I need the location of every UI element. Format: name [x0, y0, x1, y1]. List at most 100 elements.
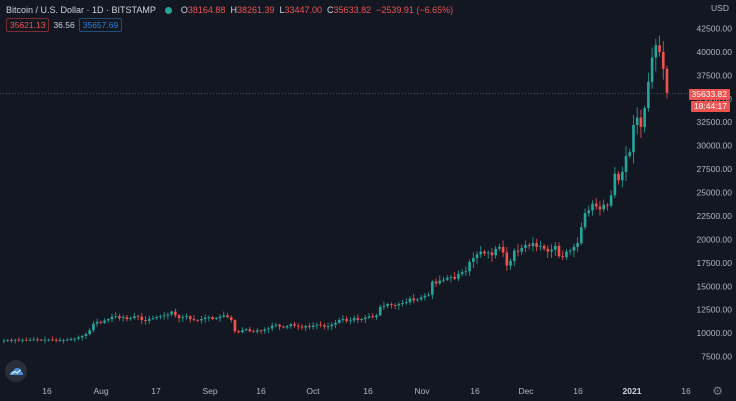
- candle-body: [382, 305, 386, 307]
- x-tick-label: 16: [573, 386, 583, 396]
- candle-body: [13, 339, 17, 341]
- candle-body: [174, 311, 177, 316]
- candle-body: [404, 302, 408, 304]
- currency-label[interactable]: USD: [711, 3, 729, 13]
- candle-body: [255, 330, 259, 332]
- candle-body: [546, 248, 550, 252]
- candle-body: [330, 324, 334, 327]
- candle-body: [337, 320, 341, 323]
- x-axis[interactable]: 16 Aug 17 Sep 16 Oct 16 Nov 16 Dec 16 2021 16: [42, 386, 691, 396]
- candle-body: [613, 173, 617, 196]
- candle-body: [125, 317, 129, 320]
- y-tick-label: 42500.00: [697, 23, 733, 33]
- candle-body: [106, 319, 110, 321]
- candle-body: [375, 315, 378, 318]
- candle-body: [505, 252, 509, 266]
- candle-body: [617, 173, 620, 181]
- candle-body: [6, 340, 10, 341]
- candle-body: [84, 334, 88, 336]
- x-tick-label: 2021: [623, 386, 642, 396]
- candle-body: [21, 339, 24, 341]
- candle-body: [80, 335, 84, 338]
- candle-body: [472, 258, 475, 262]
- candle-body: [632, 125, 635, 153]
- candle-body: [185, 316, 188, 318]
- candle-body: [561, 256, 565, 258]
- x-tick-label: Nov: [414, 386, 430, 396]
- candle-body: [162, 315, 166, 317]
- candle-body: [39, 339, 43, 341]
- candle-body: [416, 299, 419, 301]
- y-tick-label: 7500.00: [701, 352, 732, 362]
- candle-body: [557, 245, 561, 257]
- candle-body: [609, 195, 613, 206]
- candle-body: [643, 108, 646, 127]
- candle-body: [565, 251, 568, 258]
- candle-body: [241, 330, 244, 333]
- candle-body: [539, 245, 542, 247]
- candle-body: [498, 246, 501, 249]
- market-status-icon: [164, 6, 172, 14]
- candle-body: [133, 316, 136, 319]
- candle-body: [118, 316, 121, 319]
- candle-body: [267, 328, 270, 330]
- candle-body: [218, 316, 222, 319]
- candle-body: [419, 297, 423, 300]
- candle-body: [434, 281, 438, 284]
- candle-body: [654, 45, 658, 58]
- indicator-value-1[interactable]: 35621.13: [6, 18, 50, 32]
- y-tick-label: 37500.00: [697, 70, 733, 80]
- y-tick-label: 22500.00: [697, 211, 733, 221]
- candle-body: [36, 339, 39, 341]
- candle-body: [438, 280, 442, 284]
- candle-body: [490, 252, 494, 256]
- candle-body: [602, 204, 605, 210]
- candle-body: [468, 261, 471, 272]
- candle-body: [360, 319, 363, 320]
- candle-body: [278, 324, 281, 327]
- candle-body: [393, 305, 397, 306]
- candle-body: [576, 243, 579, 247]
- candle-body: [66, 339, 69, 341]
- candle-body: [170, 311, 173, 315]
- x-tick-label: 16: [256, 386, 266, 396]
- tradingview-cloud-icon[interactable]: [5, 360, 27, 382]
- ohlc-close-value: 35633.82: [333, 5, 372, 15]
- candle-body: [177, 315, 181, 319]
- candle-body: [311, 325, 315, 328]
- y-axis[interactable]: 7500.00 10000.00 12500.00 15000.00 17500.00 2…: [697, 23, 733, 361]
- candle-body: [155, 317, 159, 319]
- ohlc-open-value: 38164.88: [187, 5, 226, 15]
- candle-body: [345, 319, 348, 321]
- candle-body: [296, 325, 300, 327]
- candle-body: [92, 323, 95, 331]
- candle-body: [431, 281, 434, 295]
- indicator-value-3[interactable]: 35657.69: [78, 18, 123, 32]
- candle-body: [17, 339, 21, 341]
- candle-body: [341, 319, 345, 320]
- candle-body: [32, 339, 36, 341]
- countdown-label: 18:44:17: [690, 101, 730, 112]
- symbol-label[interactable]: Bitcoin / U.S. Dollar · 1D · BITSTAMP: [6, 5, 156, 15]
- candle-body: [233, 320, 237, 332]
- candle-body: [583, 213, 587, 228]
- candle-body: [28, 339, 32, 341]
- candle-body: [326, 326, 330, 327]
- candle-body: [77, 337, 80, 339]
- x-tick-label: Dec: [518, 386, 534, 396]
- candle-body: [598, 206, 602, 210]
- candle-body: [151, 318, 155, 320]
- y-tick-label: 10000.00: [697, 328, 733, 338]
- candle-body: [211, 317, 214, 320]
- candle-body: [591, 203, 594, 211]
- candle-body: [479, 251, 483, 255]
- candle-body: [114, 316, 118, 318]
- x-tick-label: 17: [151, 386, 161, 396]
- gear-icon[interactable]: ⚙: [712, 384, 723, 398]
- candle-body: [363, 317, 367, 320]
- candle-body: [289, 324, 293, 327]
- last-price-label: 35633.82: [688, 89, 730, 100]
- candle-body: [553, 245, 557, 250]
- candle-body: [535, 243, 538, 247]
